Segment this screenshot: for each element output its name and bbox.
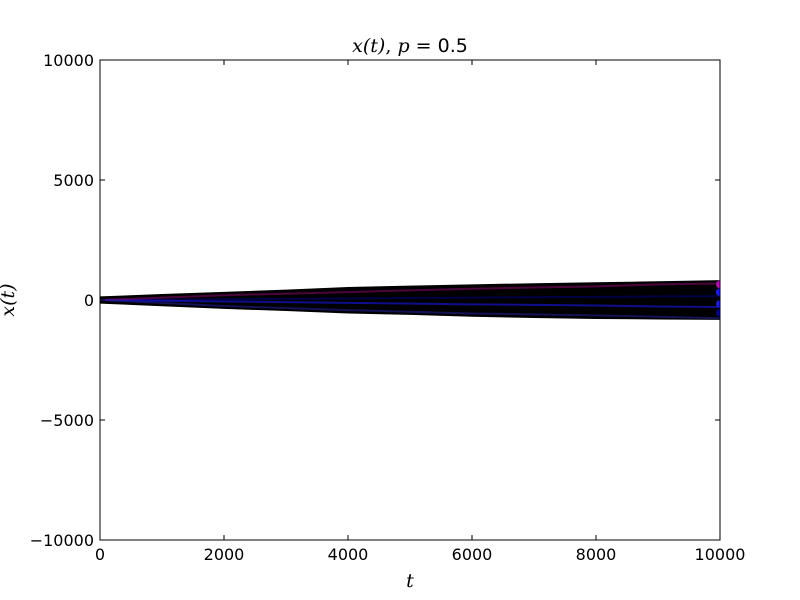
trajectory-band [100, 280, 720, 320]
end-marker-4 [716, 308, 720, 317]
y-tick-label: 0 [84, 291, 94, 310]
chart-title-value: 0.5 [438, 35, 468, 57]
trajectory-line-1 [100, 295, 720, 301]
plot-area [100, 280, 720, 320]
y-tick-label: 10000 [43, 51, 94, 70]
axes-frame [99, 59, 721, 541]
chart-title-prefix: x(t) [352, 35, 385, 57]
x-tick-label: 4000 [328, 545, 369, 564]
trajectory-line-2 [100, 299, 720, 308]
chart-title-separator: , [385, 35, 397, 57]
x-tick-label: 10000 [695, 545, 746, 564]
end-marker-3 [716, 299, 720, 308]
chart-title-param: p [397, 35, 409, 57]
chart-title-equals: = [410, 35, 438, 57]
end-marker-1 [716, 280, 720, 289]
x-tick-label: 6000 [452, 545, 493, 564]
y-axis-label: x(t) [0, 283, 19, 316]
y-tick-label: −10000 [30, 531, 94, 550]
chart-title: x(t), p = 0.5 [352, 35, 468, 57]
y-tick-label: 5000 [53, 171, 94, 190]
trajectory-line-4 [100, 299, 720, 320]
trajectory-line-3 [100, 282, 720, 301]
x-axis-label: t [406, 570, 414, 592]
y-tick-label: −5000 [40, 411, 94, 430]
x-tick-label: 8000 [576, 545, 617, 564]
x-tick-label: 2000 [204, 545, 245, 564]
x-tick-label: 0 [95, 545, 105, 564]
end-marker-2 [716, 288, 720, 297]
tick-labels: 0 2000 4000 6000 8000 10000 −10000 −5000 0 5000 10… [30, 51, 746, 564]
